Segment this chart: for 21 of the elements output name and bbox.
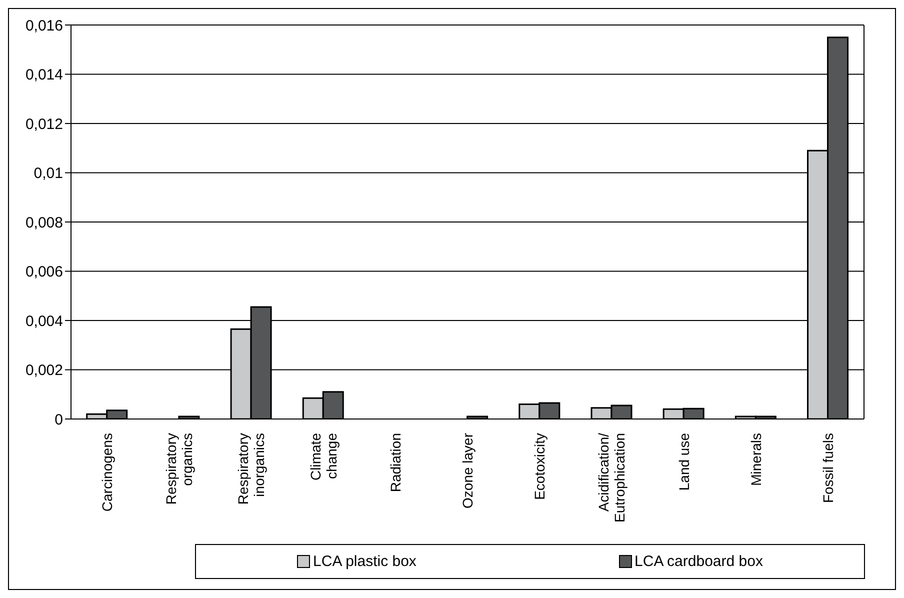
y-tick-label: 0,016 <box>25 17 63 34</box>
y-tick-label: 0,004 <box>25 312 63 330</box>
x-tick-label: Respiratory organics <box>163 433 196 505</box>
legend-label: LCA plastic box <box>312 553 416 570</box>
y-tick-label: 0 <box>54 411 63 428</box>
y-tick-label: 0,006 <box>25 264 63 281</box>
y-tick-label: 0,002 <box>25 362 63 380</box>
legend-label: LCA cardboard box <box>634 553 763 570</box>
y-tick-label: 0,014 <box>25 66 63 84</box>
y-tick-label: 0,008 <box>25 214 63 232</box>
y-tick-label: 0,012 <box>25 116 63 133</box>
x-tick-label: Climate change <box>307 432 340 480</box>
y-tick-label: 0,01 <box>34 165 63 182</box>
x-tick-label: Ozone layer <box>460 432 476 508</box>
x-tick-label: Fossil fuels <box>820 433 836 504</box>
x-tick-label: Ecotoxicity <box>532 433 548 500</box>
x-tick-label: Radiation <box>387 433 404 492</box>
x-tick-label: Land use <box>676 432 692 491</box>
x-tick-label: Carcinogens <box>99 433 116 512</box>
x-tick-label: Minerals <box>748 433 764 486</box>
x-tick-label: Acidification/ Eutrophication <box>596 432 628 523</box>
